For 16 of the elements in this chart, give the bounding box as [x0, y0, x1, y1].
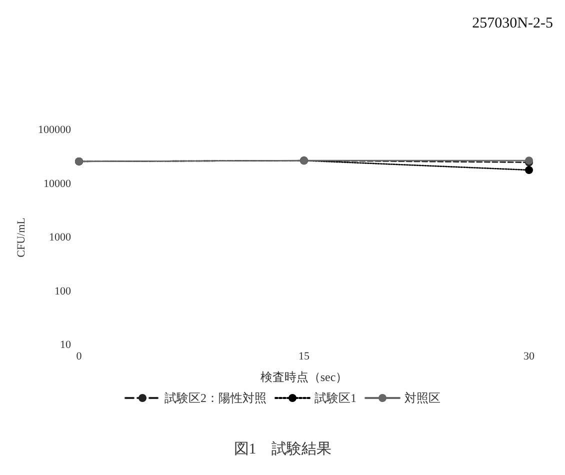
point: [525, 166, 533, 174]
legend-label: 対照区: [404, 391, 440, 405]
y-tick-label: 100: [54, 285, 72, 298]
legend-label: 試験区2：陽性対照: [164, 391, 266, 405]
legend-label: 試験区1: [314, 391, 356, 405]
x-tick-label: 0: [76, 350, 82, 362]
x-axis-title: 検査時点（sec）: [260, 370, 348, 384]
y-tick-label: 100000: [38, 124, 72, 136]
y-axis-title: CFU/mL: [16, 217, 28, 258]
y-tick-label: 1000: [49, 232, 72, 244]
x-tick-label: 30: [524, 350, 535, 362]
y-tick-label: 10000: [44, 178, 72, 190]
y-tick-label: 10: [60, 339, 72, 351]
x-tick-label: 15: [298, 350, 310, 362]
text: 257030N-2-5: [472, 16, 554, 32]
text: 図1 試験結果: [234, 440, 332, 458]
